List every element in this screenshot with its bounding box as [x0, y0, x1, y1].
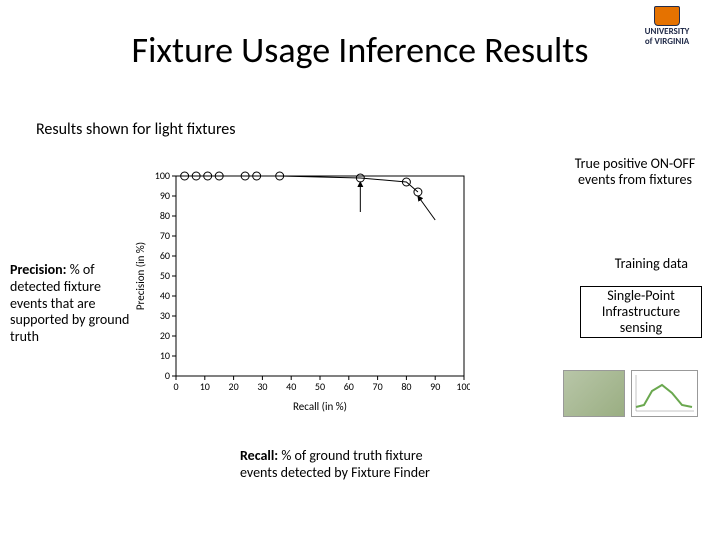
svg-text:100: 100: [456, 380, 470, 393]
thumbnail-1: [563, 370, 625, 417]
svg-text:70: 70: [160, 229, 170, 242]
svg-text:60: 60: [344, 380, 354, 393]
svg-text:60: 60: [160, 249, 170, 262]
svg-text:20: 20: [229, 380, 239, 393]
recall-label: Recall:: [240, 447, 278, 464]
single-point-text: Single-Point Infrastructure sensing: [581, 288, 701, 336]
chart-svg: 0 10 20 30 40 50 60 70 80 90 100 0 10 20 30 40 50 60 70 80 9…: [130, 168, 470, 418]
precision-label: Precision:: [10, 261, 67, 278]
subtitle: Results shown for light fixtures: [36, 120, 236, 139]
svg-text:Recall (in %): Recall (in %): [293, 400, 347, 413]
recall-definition: Recall: % of ground truth fixture events…: [240, 448, 460, 482]
svg-text:100: 100: [155, 169, 170, 182]
svg-text:10: 10: [200, 380, 210, 393]
svg-text:40: 40: [286, 380, 296, 393]
svg-text:10: 10: [160, 349, 170, 362]
thumbnail-2: [631, 370, 698, 417]
svg-text:80: 80: [160, 209, 170, 222]
svg-text:90: 90: [430, 380, 440, 393]
thumbnail-2-curve: [632, 371, 697, 416]
slide: UNIVERSITY of VIRGINIA Fixture Usage Inf…: [0, 0, 720, 540]
svg-text:80: 80: [401, 380, 411, 393]
svg-text:20: 20: [160, 329, 170, 342]
svg-text:70: 70: [373, 380, 383, 393]
svg-text:30: 30: [257, 380, 267, 393]
svg-text:40: 40: [160, 289, 170, 302]
svg-text:0: 0: [173, 380, 178, 393]
training-data-label: Training data: [615, 255, 688, 272]
page-title: Fixture Usage Inference Results: [0, 28, 720, 72]
svg-text:50: 50: [315, 380, 325, 393]
precision-recall-chart: 0 10 20 30 40 50 60 70 80 90 100 0 10 20 30 40 50 60 70 80 9…: [130, 168, 470, 418]
svg-text:Precision (in %): Precision (in %): [134, 242, 147, 310]
shield-icon: [654, 6, 680, 26]
svg-text:90: 90: [160, 189, 170, 202]
precision-definition: Precision: % of detected fixture events …: [10, 262, 130, 346]
true-positive-label: True positive ON-OFF events from fixture…: [570, 156, 700, 188]
svg-text:0: 0: [165, 369, 170, 382]
svg-text:50: 50: [160, 269, 170, 282]
single-point-box: Single-Point Infrastructure sensing: [580, 286, 702, 338]
svg-text:30: 30: [160, 309, 170, 322]
